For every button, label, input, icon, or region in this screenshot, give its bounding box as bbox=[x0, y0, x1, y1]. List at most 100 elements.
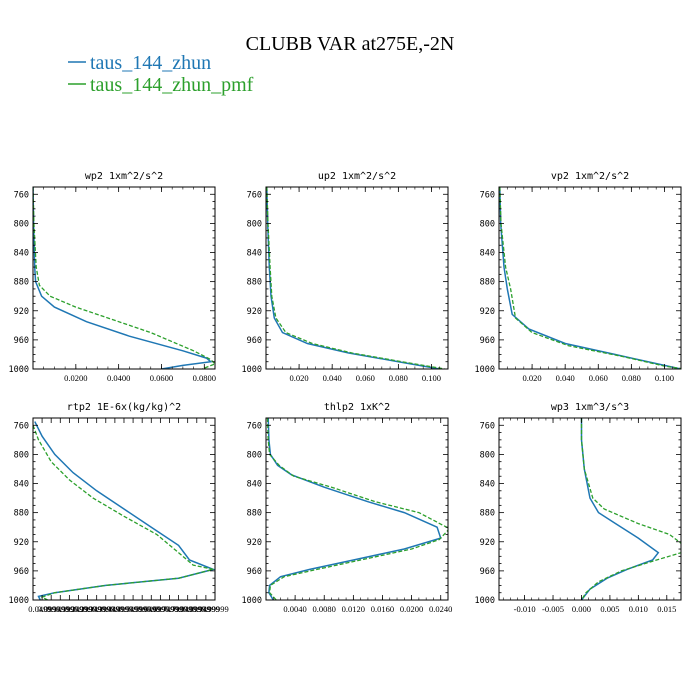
y-tick-label: 960 bbox=[14, 336, 29, 346]
series-line-1 bbox=[580, 418, 660, 600]
series-group bbox=[580, 418, 681, 600]
x-tick-label: 0.29999 bbox=[74, 604, 102, 614]
y-tick-label: 760 bbox=[14, 190, 29, 200]
panel-5: thlp2 1xK^2 760 800 840 880 920 960 1000 0.0040 0… bbox=[242, 402, 453, 614]
series-line-2 bbox=[33, 187, 215, 369]
panel-title: thlp2 1xK^2 bbox=[324, 402, 390, 413]
y-tick-label: 920 bbox=[14, 307, 29, 317]
x-tick-label: 0.79999 bbox=[165, 604, 193, 614]
y-tick-label: 800 bbox=[247, 450, 262, 460]
x-tick-label: 0.39999 bbox=[92, 604, 120, 614]
x-tick-label: -0.010 bbox=[514, 604, 536, 614]
x-tick-label: 0.0160 bbox=[371, 604, 394, 614]
series-line-2 bbox=[33, 425, 214, 600]
x-tick-label: 0.060 bbox=[356, 373, 375, 383]
y-tick-label: 840 bbox=[14, 480, 29, 490]
x-tick-label: 0.0600 bbox=[150, 373, 173, 383]
series-line-1 bbox=[34, 421, 215, 600]
y-tick-label: 880 bbox=[247, 278, 262, 288]
panel-2: up2 1xm^2/s^2 760 800 840 880 920 960 1000 0.020… bbox=[242, 171, 449, 383]
x-tick-label: 0.19999 bbox=[56, 604, 84, 614]
series-line-1 bbox=[267, 418, 442, 600]
x-tick-label: 0.060 bbox=[589, 373, 608, 383]
x-tick-label: 0.005 bbox=[600, 604, 619, 614]
x-tick-label: 0.24999 bbox=[65, 604, 93, 614]
x-tick-label: 0.015 bbox=[657, 604, 676, 614]
x-tick-label: 0.0240 bbox=[429, 604, 452, 614]
panel-6: wp3 1xm^3/s^3 760 800 840 880 920 960 1000 -0.01… bbox=[475, 402, 682, 614]
x-tick-label: 0.020 bbox=[290, 373, 309, 383]
series-line-1 bbox=[33, 187, 213, 369]
x-tick-label: 0.100 bbox=[655, 373, 674, 383]
series-group bbox=[499, 187, 681, 369]
legend-label-1: taus_144_zhun bbox=[90, 52, 211, 74]
x-tick-label: 0.54999 bbox=[119, 604, 147, 614]
y-tick-label: 1000 bbox=[9, 596, 29, 606]
x-tick-label: 0.84999 bbox=[174, 604, 202, 614]
series-group bbox=[33, 421, 215, 600]
series-group bbox=[33, 187, 215, 369]
y-tick-label: 960 bbox=[247, 336, 262, 346]
plot-frame bbox=[498, 186, 682, 370]
x-tick-label: 0.000 bbox=[572, 604, 591, 614]
y-tick-label: 840 bbox=[247, 480, 262, 490]
y-tick-label: 880 bbox=[14, 509, 29, 519]
plot-frame bbox=[265, 417, 449, 601]
x-tick-label: 0.040 bbox=[323, 373, 342, 383]
x-tick-label: 0.020 bbox=[523, 373, 542, 383]
y-tick-label: 760 bbox=[14, 421, 29, 431]
y-tick-label: 760 bbox=[247, 190, 262, 200]
panel-title: vp2 1xm^2/s^2 bbox=[551, 171, 629, 182]
y-tick-label: 840 bbox=[14, 249, 29, 259]
y-tick-label: 880 bbox=[480, 509, 495, 519]
y-tick-label: 920 bbox=[247, 307, 262, 317]
series-line-2 bbox=[266, 187, 445, 369]
x-tick-label: 0.99999 bbox=[201, 604, 229, 614]
y-tick-label: 880 bbox=[247, 509, 262, 519]
series-line-2 bbox=[580, 418, 681, 600]
y-tick-label: 1000 bbox=[475, 596, 495, 606]
x-tick-label: 0.080 bbox=[389, 373, 408, 383]
y-tick-label: 880 bbox=[480, 278, 495, 288]
legend-label-2: taus_144_zhun_pmf bbox=[90, 74, 254, 96]
y-tick-label: 800 bbox=[480, 450, 495, 460]
x-tick-label: 0.69999 bbox=[147, 604, 175, 614]
x-tick-label: 0.44999 bbox=[101, 604, 129, 614]
panel-1: wp2 1xm^2/s^2 760 800 840 880 920 960 1000 0.020… bbox=[9, 171, 216, 383]
x-tick-label: 0.100 bbox=[422, 373, 441, 383]
series-line-2 bbox=[499, 187, 681, 369]
y-tick-label: 1000 bbox=[475, 365, 495, 375]
y-tick-label: 960 bbox=[247, 567, 262, 577]
x-tick-label: 0.09999 bbox=[37, 604, 65, 614]
y-tick-label: 840 bbox=[247, 249, 262, 259]
series-line-2 bbox=[266, 418, 448, 600]
panel-3: vp2 1xm^2/s^2 760 800 840 880 920 960 1000 0.020… bbox=[475, 171, 682, 383]
y-tick-label: 920 bbox=[14, 538, 29, 548]
plot-frame bbox=[32, 186, 216, 370]
x-tick-label: 0.0800 bbox=[193, 373, 216, 383]
y-tick-label: 840 bbox=[480, 480, 495, 490]
y-tick-label: 920 bbox=[480, 538, 495, 548]
plot-frame bbox=[265, 186, 449, 370]
x-tick-label: 0.64999 bbox=[137, 604, 165, 614]
x-tick-label: -0.005 bbox=[542, 604, 564, 614]
y-tick-label: 880 bbox=[14, 278, 29, 288]
y-tick-label: 960 bbox=[480, 336, 495, 346]
x-tick-label: 0.74999 bbox=[156, 604, 184, 614]
x-tick-label: 0.04999 bbox=[28, 604, 56, 614]
x-tick-label: 0.0200 bbox=[64, 373, 87, 383]
x-tick-label: 0.040 bbox=[556, 373, 575, 383]
y-tick-label: 760 bbox=[480, 190, 495, 200]
y-tick-label: 760 bbox=[480, 421, 495, 431]
y-tick-label: 800 bbox=[14, 450, 29, 460]
x-tick-label: 0.94999 bbox=[192, 604, 220, 614]
y-tick-label: 1000 bbox=[242, 365, 262, 375]
y-tick-label: 1000 bbox=[242, 596, 262, 606]
y-tick-label: 800 bbox=[247, 219, 262, 229]
panel-4: rtp2 1E-6x(kg/kg)^2 760 800 840 880 920 960 100… bbox=[9, 402, 229, 614]
panel-title: wp3 1xm^3/s^3 bbox=[551, 402, 629, 413]
x-tick-label: 0.59999 bbox=[128, 604, 156, 614]
x-tick-label: 0.14999 bbox=[46, 604, 74, 614]
series-group bbox=[266, 187, 445, 369]
